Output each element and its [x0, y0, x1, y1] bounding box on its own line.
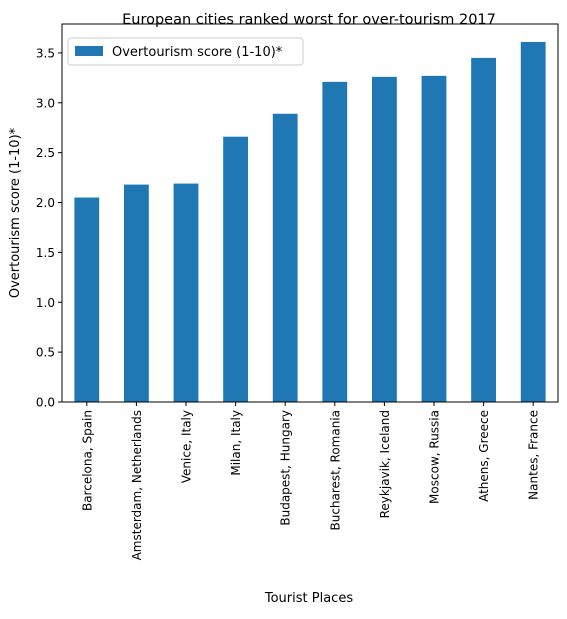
legend-label: Overtourism score (1-10)*: [112, 45, 283, 60]
y-tick-label: 1.0: [36, 296, 55, 310]
bar: [421, 75, 447, 403]
legend-swatch: [75, 46, 103, 56]
y-axis: 0.0 0.5 1.0 1.5 2.0 2.5 3.0 3.5: [36, 46, 62, 410]
bar: [471, 57, 496, 402]
legend: Overtourism score (1-10)*: [67, 37, 304, 66]
x-tick-label: Bucharest, Romania: [328, 410, 342, 531]
x-tick-label: Venice, Italy: [180, 410, 194, 483]
x-tick-label: Nantes, France: [527, 410, 541, 500]
y-tick-label: 0.0: [36, 396, 55, 410]
bar: [322, 81, 348, 402]
bar: [74, 197, 100, 402]
bar: [124, 184, 149, 402]
x-tick-label: Barcelona, Spain: [80, 410, 94, 511]
y-tick-label: 2.5: [36, 146, 55, 160]
y-tick-label: 3.5: [36, 46, 55, 60]
x-axis: Barcelona, Spain Amsterdam, Netherlands Ve…: [80, 402, 541, 560]
bar: [173, 183, 199, 402]
bars-group: [74, 41, 546, 403]
y-tick-label: 2.0: [36, 196, 55, 210]
x-axis-label: Tourist Places: [264, 591, 353, 606]
plot-frame: [61, 23, 559, 403]
legend-box: [67, 37, 304, 66]
y-tick-label: 3.0: [36, 96, 55, 110]
y-tick-label: 0.5: [36, 346, 55, 360]
x-tick-label: Athens, Greece: [477, 410, 491, 502]
chart-title: European cities ranked worst for over-to…: [122, 12, 496, 28]
bar: [372, 76, 397, 403]
bar: [272, 113, 298, 402]
bar: [520, 41, 546, 402]
bar: [223, 136, 248, 402]
x-tick-label: Budapest, Hungary: [279, 410, 293, 526]
x-tick-label: Reykjavik, Iceland: [378, 410, 392, 518]
x-tick-label: Amsterdam, Netherlands: [130, 410, 144, 560]
y-axis-label: Overtourism score (1-10)*: [8, 127, 23, 298]
x-tick-label: Milan, Italy: [229, 410, 243, 476]
x-tick-label: Moscow, Russia: [428, 410, 442, 504]
y-tick-label: 1.5: [36, 246, 55, 260]
